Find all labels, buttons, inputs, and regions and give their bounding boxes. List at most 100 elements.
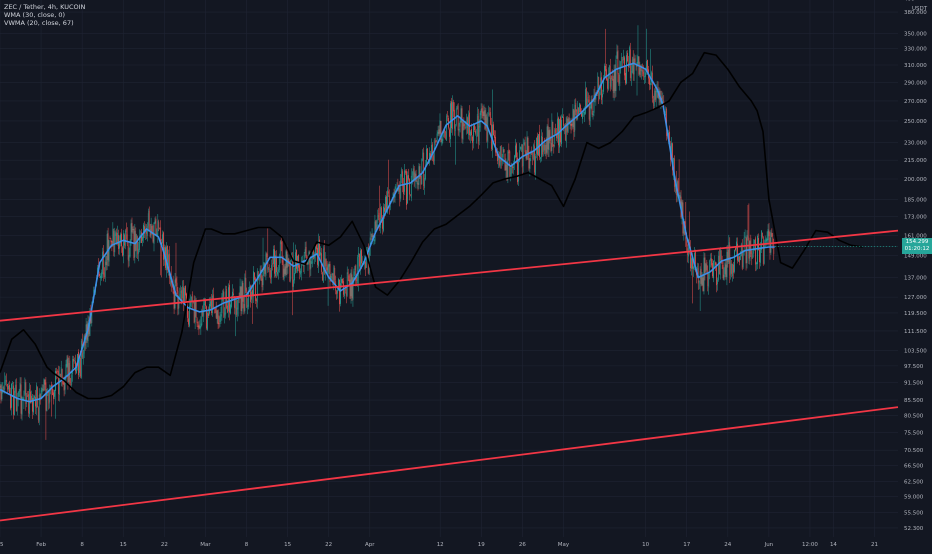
candle-body	[231, 297, 232, 307]
candle-body	[483, 112, 484, 116]
candle	[4, 372, 5, 393]
candle	[504, 149, 505, 153]
candle-body	[6, 380, 7, 382]
candle-body	[129, 255, 130, 261]
candle	[445, 131, 446, 140]
candle-body	[356, 280, 357, 281]
candle-body	[489, 114, 490, 115]
legend[interactable]: ZEC / Tether, 4h, KUCOIN WMA (30, close,…	[4, 3, 85, 27]
candle-body	[176, 278, 177, 282]
candle	[56, 368, 57, 380]
x-tick-label: 8	[80, 542, 84, 548]
candle-body	[333, 268, 334, 285]
candle	[188, 311, 189, 327]
candle-body	[180, 291, 181, 293]
candle	[109, 240, 110, 267]
legend-wma[interactable]: WMA (30, close, 0)	[4, 11, 85, 19]
y-tick-label: 230.000	[904, 141, 927, 147]
candle	[147, 222, 148, 241]
candle-body	[116, 233, 117, 243]
candle-body	[359, 254, 360, 267]
candle-body	[138, 249, 139, 254]
candle	[706, 263, 707, 273]
candle-body	[326, 259, 327, 266]
candle-body	[521, 147, 522, 150]
candle-body	[508, 151, 509, 179]
candle	[421, 158, 422, 184]
candle	[492, 90, 493, 158]
candle-body	[733, 265, 734, 273]
candle-body	[401, 169, 402, 176]
candle-body	[409, 179, 410, 195]
candle-body	[421, 159, 422, 184]
candle	[618, 73, 619, 86]
candle	[308, 260, 309, 270]
candle	[623, 50, 624, 64]
candle-body	[575, 103, 576, 112]
legend-vwma[interactable]: VWMA (20, close, 67)	[4, 19, 85, 27]
candle	[611, 76, 612, 90]
candle-body	[548, 126, 549, 150]
candle-body	[257, 271, 258, 303]
candle-body	[516, 144, 517, 158]
candle-body	[693, 266, 694, 269]
candle-body	[650, 83, 651, 85]
candle-body	[662, 100, 663, 101]
candle	[149, 207, 150, 232]
candle-body	[551, 143, 552, 151]
candle-body	[451, 101, 452, 128]
candle-body	[462, 108, 463, 138]
candle	[589, 95, 590, 125]
candle-body	[440, 120, 441, 133]
candle-body	[475, 131, 476, 134]
candle-body	[447, 115, 448, 116]
candle-body	[268, 269, 269, 270]
candle-body	[723, 265, 724, 278]
candle-body	[277, 272, 278, 275]
candle-body	[178, 291, 179, 310]
candle-body	[463, 122, 464, 140]
candle	[704, 252, 705, 295]
candle-body	[220, 316, 221, 321]
candle-body	[281, 240, 282, 244]
candle-body	[535, 156, 536, 174]
candle-body	[3, 388, 4, 389]
candle	[274, 245, 275, 277]
candle-body	[233, 294, 234, 295]
candle	[267, 252, 268, 261]
candle-body	[732, 264, 733, 276]
candle-body	[42, 388, 43, 392]
candle-body	[725, 263, 726, 274]
candle-body	[699, 281, 700, 283]
candle	[180, 285, 181, 298]
candle	[770, 232, 771, 260]
candle-body	[244, 304, 245, 312]
candle-body	[344, 289, 345, 296]
candle	[633, 50, 634, 81]
candle	[476, 129, 477, 144]
candle	[501, 145, 502, 169]
candle	[271, 259, 272, 283]
candle	[451, 98, 452, 133]
candle	[268, 267, 269, 272]
candle-body	[221, 314, 222, 316]
candle	[288, 254, 289, 273]
candle	[606, 64, 607, 81]
candle	[73, 356, 74, 368]
x-tick-label: 15	[284, 542, 291, 548]
legend-title[interactable]: ZEC / Tether, 4h, KUCOIN	[4, 3, 85, 11]
candle	[13, 382, 14, 419]
candle-body	[354, 271, 355, 278]
candle-body	[638, 56, 639, 64]
candle-body	[43, 389, 44, 390]
candle	[355, 266, 356, 276]
candle	[595, 86, 596, 102]
candle	[111, 238, 112, 245]
candle	[455, 124, 456, 165]
candle	[113, 222, 114, 247]
candle	[148, 209, 149, 232]
candle-body	[402, 171, 403, 186]
candle	[318, 234, 319, 273]
